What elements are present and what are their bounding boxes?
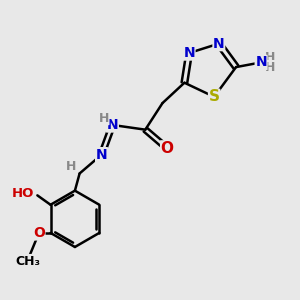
Text: CH₃: CH₃ [16, 255, 41, 268]
Text: H: H [265, 51, 276, 64]
Text: N: N [106, 118, 118, 132]
Text: N: N [213, 37, 225, 51]
Text: O: O [33, 226, 45, 240]
Text: O: O [161, 141, 174, 156]
Text: H: H [98, 112, 109, 124]
Text: N: N [183, 46, 195, 60]
Text: N: N [96, 148, 107, 162]
Text: H: H [265, 61, 276, 74]
Text: S: S [208, 89, 220, 104]
Text: HO: HO [12, 187, 34, 200]
Text: N: N [255, 56, 267, 69]
Text: H: H [66, 160, 76, 173]
